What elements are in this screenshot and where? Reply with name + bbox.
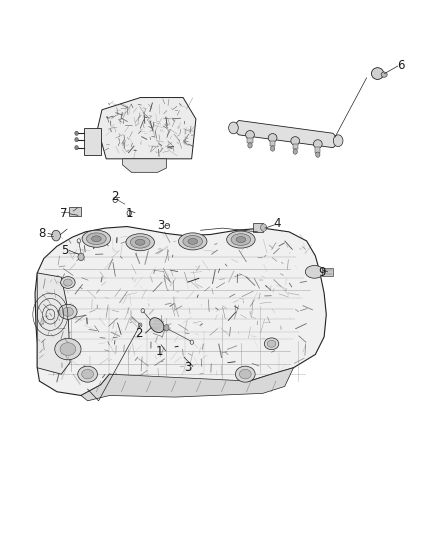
- Ellipse shape: [371, 68, 384, 79]
- Circle shape: [270, 146, 275, 151]
- Ellipse shape: [59, 304, 77, 319]
- Text: 5: 5: [61, 244, 68, 257]
- Text: 3: 3: [158, 220, 165, 232]
- Bar: [270, 141, 275, 147]
- Ellipse shape: [265, 338, 279, 350]
- Polygon shape: [123, 159, 166, 172]
- Ellipse shape: [78, 366, 97, 382]
- Text: 8: 8: [38, 227, 45, 240]
- Circle shape: [248, 143, 252, 148]
- Bar: [253, 223, 263, 232]
- Ellipse shape: [231, 233, 251, 245]
- Ellipse shape: [131, 237, 150, 248]
- Bar: [69, 207, 81, 216]
- Circle shape: [52, 230, 60, 241]
- Ellipse shape: [291, 136, 300, 145]
- Polygon shape: [35, 227, 326, 395]
- Text: 1: 1: [155, 345, 163, 358]
- Ellipse shape: [305, 265, 324, 278]
- Text: 4: 4: [273, 217, 281, 230]
- Ellipse shape: [188, 238, 198, 244]
- Circle shape: [293, 149, 297, 154]
- Ellipse shape: [239, 369, 251, 379]
- Ellipse shape: [60, 277, 75, 288]
- Ellipse shape: [267, 340, 276, 348]
- Ellipse shape: [227, 231, 255, 248]
- Ellipse shape: [82, 369, 94, 379]
- Ellipse shape: [236, 237, 246, 243]
- Bar: [293, 144, 298, 149]
- Ellipse shape: [236, 366, 255, 382]
- Circle shape: [75, 146, 78, 150]
- Polygon shape: [37, 273, 70, 374]
- Ellipse shape: [183, 236, 202, 247]
- Ellipse shape: [381, 72, 387, 77]
- Circle shape: [75, 138, 78, 142]
- Bar: [315, 147, 321, 152]
- Ellipse shape: [314, 140, 322, 148]
- Polygon shape: [81, 368, 293, 401]
- Ellipse shape: [126, 234, 154, 251]
- Polygon shape: [85, 128, 101, 155]
- Ellipse shape: [268, 134, 277, 142]
- Bar: [322, 268, 333, 276]
- Circle shape: [164, 325, 169, 331]
- Ellipse shape: [55, 338, 81, 360]
- Ellipse shape: [246, 131, 254, 139]
- Ellipse shape: [86, 233, 106, 245]
- Ellipse shape: [333, 135, 343, 147]
- Circle shape: [261, 224, 267, 231]
- Ellipse shape: [64, 279, 72, 286]
- Ellipse shape: [178, 233, 207, 250]
- Ellipse shape: [229, 122, 238, 134]
- Text: 3: 3: [185, 361, 192, 374]
- Circle shape: [78, 253, 84, 261]
- Text: 1: 1: [125, 207, 133, 220]
- Polygon shape: [235, 120, 336, 148]
- Bar: [247, 138, 253, 143]
- Text: 2: 2: [111, 190, 119, 203]
- Ellipse shape: [60, 343, 76, 356]
- Polygon shape: [98, 98, 196, 159]
- Ellipse shape: [92, 236, 101, 241]
- Text: 7: 7: [60, 207, 67, 220]
- Circle shape: [316, 152, 320, 157]
- Ellipse shape: [150, 318, 164, 333]
- Text: 9: 9: [318, 266, 326, 279]
- Ellipse shape: [62, 308, 74, 316]
- Circle shape: [75, 131, 78, 135]
- Ellipse shape: [82, 230, 110, 247]
- Text: 6: 6: [397, 59, 405, 71]
- Text: 2: 2: [135, 327, 143, 340]
- Ellipse shape: [135, 239, 145, 245]
